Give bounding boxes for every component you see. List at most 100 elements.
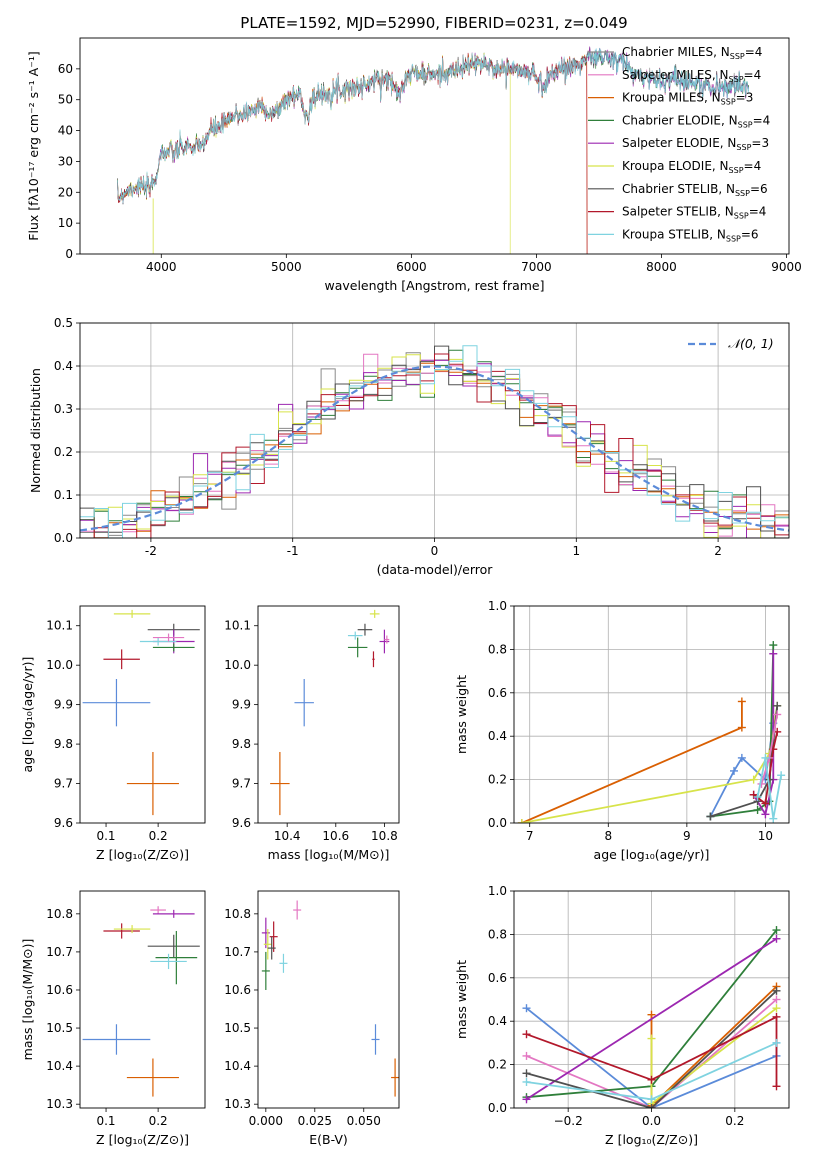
y-tick-label: 10 <box>58 216 73 230</box>
spectrum-line <box>117 47 750 204</box>
x-tick-label: -2 <box>145 544 157 558</box>
x-axis-label: wavelength [Angstrom, rest frame] <box>324 278 544 293</box>
y-tick-label: 10.1 <box>224 619 251 633</box>
x-axis-label: mass [log₁₀(M/M⊙)] <box>268 847 390 862</box>
x-tick-label: 1 <box>572 544 580 558</box>
x-tick-label: 2 <box>714 544 722 558</box>
y-tick-label: 0.2 <box>488 773 507 787</box>
gaussian-curve <box>80 365 789 532</box>
y-tick-label: 9.8 <box>54 737 73 751</box>
axes-frame <box>513 605 790 824</box>
y-tick-label: 10.5 <box>46 1021 73 1035</box>
legend-entry: Kroupa ELODIE, NSSP=4 <box>622 159 761 175</box>
y-axis-label: mass [log₁₀(M/M⊙)] <box>20 939 35 1061</box>
mass_weight_vs_Z-plot <box>522 926 781 1108</box>
x-tick-label: −0.2 <box>554 1114 583 1128</box>
age_vs_Z-plot <box>82 609 200 816</box>
legend-entry: Chabrier MILES, NSSP=4 <box>622 45 762 61</box>
x-tick-label: 0.2 <box>149 1114 168 1128</box>
y-tick-label: 10.8 <box>46 907 73 921</box>
y-tick-label: 0.4 <box>488 729 507 743</box>
y-tick-label: 9.7 <box>232 777 251 791</box>
age_vs_Z-axes: 0.1 0.2 9.6 9.7 9.8 9.9 10.0 10.1 Z [log₁₀(Z/Z⊙)… <box>20 619 189 862</box>
histogram-series <box>80 345 789 538</box>
x-tick-label: 9000 <box>771 260 802 274</box>
x-tick-label: 9 <box>683 829 691 843</box>
age_vs_mass-axes: 10.4 10.6 10.8 9.6 9.7 9.8 9.9 10.0 10.1 mass [lo… <box>224 619 397 862</box>
y-tick-label: 10.7 <box>46 945 73 959</box>
legend-entry: Chabrier STELIB, NSSP=6 <box>622 182 768 198</box>
x-tick-label: 8000 <box>646 260 677 274</box>
y-tick-label: 0.5 <box>54 316 73 330</box>
x-tick-label: -1 <box>287 544 299 558</box>
x-axis-label: Z [log₁₀(Z/Z⊙)] <box>96 847 189 862</box>
x-tick-label: 0.0 <box>642 1114 661 1128</box>
y-tick-label: 1.0 <box>488 884 507 898</box>
y-tick-label: 0.2 <box>54 445 73 459</box>
legend-entry: Salpeter ELODIE, NSSP=3 <box>622 136 769 152</box>
residuals-axes: -2 -1 0 1 2 0.0 0.1 0.2 0.3 0.4 0.5 (data-model)/er… <box>28 316 789 577</box>
y-tick-label: 0.6 <box>488 686 507 700</box>
weight-line <box>526 1015 778 1087</box>
y-tick-label: 9.6 <box>54 816 73 830</box>
y-axis-label: mass weight <box>454 960 469 1039</box>
y-tick-label: 10.4 <box>224 1059 251 1073</box>
spectrum-axes: 4000 5000 6000 7000 8000 9000 0 10 20 30 40 50 60 wav… <box>26 51 802 293</box>
y-tick-label: 9.9 <box>54 698 73 712</box>
x-tick-label: 5000 <box>271 260 302 274</box>
mass_vs_Z-axes: 0.1 0.2 10.3 10.4 10.5 10.6 10.7 10.8 Z [log₁₀(Z… <box>20 907 189 1147</box>
weight-line <box>526 990 778 1108</box>
mass_weight_vs_age-axes: 7 8 9 10 0.0 0.2 0.4 0.6 0.8 1.0 age [log₁₀(age/yr… <box>454 599 789 862</box>
y-tick-label: 0.8 <box>488 927 507 941</box>
x-axis-label: age [log₁₀(age/yr)] <box>594 847 710 862</box>
x-tick-label: 0.000 <box>249 1114 283 1128</box>
y-tick-label: 10.0 <box>224 658 251 672</box>
y-tick-label: 20 <box>58 185 73 199</box>
x-tick-label: 4000 <box>146 260 177 274</box>
weight-line <box>756 757 782 819</box>
y-tick-label: 0.0 <box>54 531 73 545</box>
mass_weight_vs_age-plot <box>517 641 786 823</box>
y-tick-label: 10.3 <box>224 1097 251 1111</box>
y-tick-label: 30 <box>58 154 73 168</box>
y-tick-label: 9.8 <box>232 737 251 751</box>
residuals-plot <box>80 345 789 538</box>
weight-line <box>650 985 778 1108</box>
legend-entry: Salpeter STELIB, NSSP=4 <box>622 205 766 221</box>
legend-entry: Kroupa STELIB, NSSP=6 <box>622 227 759 243</box>
y-tick-label: 0.4 <box>488 1014 507 1028</box>
x-tick-label: 7 <box>526 829 534 843</box>
x-tick-label: 0.025 <box>298 1114 332 1128</box>
x-tick-label: 7000 <box>521 260 552 274</box>
y-tick-label: 10.0 <box>46 658 73 672</box>
y-axis-label: Normed distribution <box>28 368 43 493</box>
weight-line <box>752 653 775 817</box>
y-tick-label: 40 <box>58 124 73 138</box>
y-tick-label: 10.6 <box>46 983 73 997</box>
age_vs_mass-plot <box>270 609 390 816</box>
weight-line <box>521 701 743 823</box>
axes-frame <box>257 605 400 824</box>
axes-frame <box>513 890 790 1109</box>
y-tick-label: 60 <box>58 62 73 76</box>
y-tick-label: 0.2 <box>488 1058 507 1072</box>
figure-title: PLATE=1592, MJD=52990, FIBERID=0231, z=0… <box>240 14 627 32</box>
x-tick-label: 8 <box>604 829 612 843</box>
y-tick-label: 0 <box>65 247 73 261</box>
axes-frame <box>79 322 790 539</box>
y-tick-label: 10.6 <box>224 983 251 997</box>
y-tick-label: 0.4 <box>54 359 73 373</box>
y-tick-label: 1.0 <box>488 599 507 613</box>
x-tick-label: 0.050 <box>347 1114 381 1128</box>
y-axis-label: mass weight <box>454 675 469 754</box>
spectrum-plot <box>117 46 750 254</box>
legend-entry: Chabrier ELODIE, NSSP=4 <box>622 113 770 129</box>
mass_vs_ebv-plot <box>261 900 399 1097</box>
x-tick-label: 0.2 <box>149 829 168 843</box>
y-axis-label: age [log₁₀(age/yr)] <box>20 657 35 773</box>
x-tick-label: 10.4 <box>274 829 301 843</box>
x-tick-label: 10.6 <box>322 829 349 843</box>
y-tick-label: 10.4 <box>46 1059 73 1073</box>
y-tick-label: 10.8 <box>224 907 251 921</box>
x-tick-label: 6000 <box>396 260 427 274</box>
